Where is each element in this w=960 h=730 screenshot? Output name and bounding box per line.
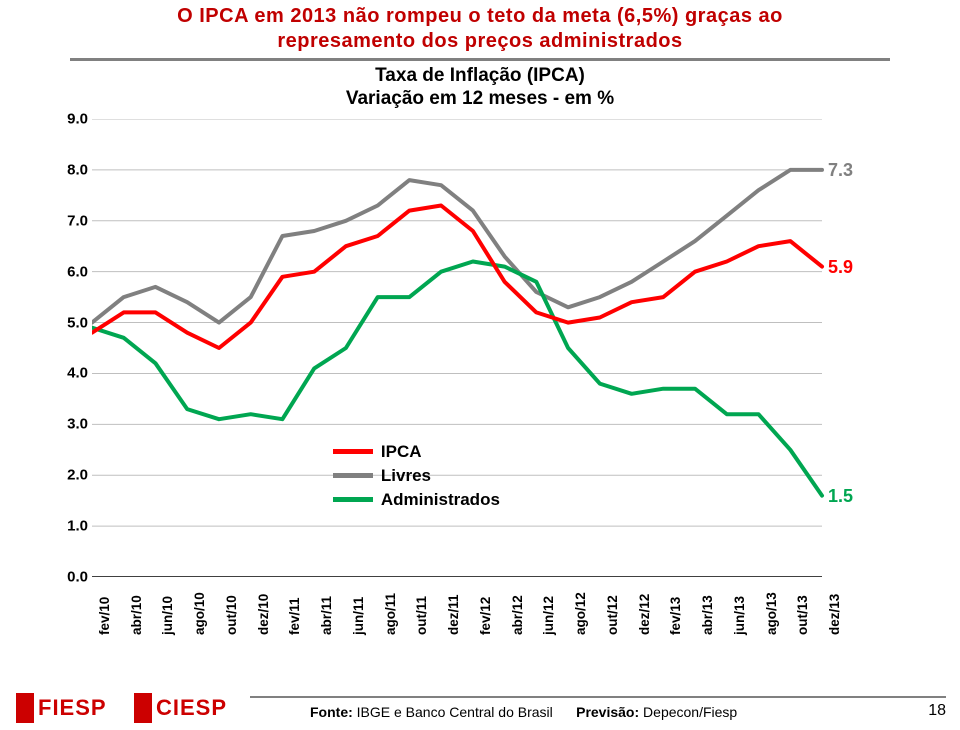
legend-label: Administrados bbox=[381, 490, 500, 510]
y-tick-label: 5.0 bbox=[52, 314, 88, 331]
logo-fiesp: FIESP bbox=[16, 690, 107, 726]
footer-source-label: Fonte: bbox=[310, 704, 353, 720]
x-tick-label: fev/12 bbox=[478, 597, 493, 635]
x-tick-label: out/13 bbox=[795, 595, 810, 635]
footer: FIESP CIESP Fonte: IBGE e Banco Central … bbox=[0, 686, 960, 730]
y-tick-label: 2.0 bbox=[52, 467, 88, 484]
chart-title: Taxa de Inflação (IPCA) Variação em 12 m… bbox=[40, 65, 920, 111]
legend-item: Livres bbox=[333, 464, 500, 488]
legend-label: Livres bbox=[381, 466, 431, 486]
x-tick-label: jun/10 bbox=[160, 596, 175, 635]
x-tick-label: out/12 bbox=[605, 595, 620, 635]
y-tick-label: 3.0 bbox=[52, 416, 88, 433]
legend-swatch bbox=[333, 497, 373, 502]
legend-item: Administrados bbox=[333, 488, 500, 512]
y-tick-label: 1.0 bbox=[52, 518, 88, 535]
y-tick-label: 6.0 bbox=[52, 263, 88, 280]
legend-item: IPCA bbox=[333, 440, 500, 464]
y-tick-label: 8.0 bbox=[52, 161, 88, 178]
x-tick-label: dez/10 bbox=[256, 594, 271, 635]
x-tick-label: abr/10 bbox=[129, 595, 144, 635]
series-end-label: 7.3 bbox=[828, 160, 853, 181]
x-tick-label: jun/11 bbox=[351, 597, 366, 635]
x-tick-label: ago/10 bbox=[192, 592, 207, 635]
x-tick-label: fev/10 bbox=[97, 597, 112, 635]
chart-title-line-2: Variação em 12 meses - em % bbox=[346, 88, 614, 109]
footer-source: Fonte: IBGE e Banco Central do Brasil Pr… bbox=[310, 704, 737, 720]
chart-legend: IPCA Livres Administrados bbox=[333, 440, 500, 512]
series-end-label: 1.5 bbox=[828, 486, 853, 507]
x-tick-label: jun/12 bbox=[541, 596, 556, 635]
chart-title-line-1: Taxa de Inflação (IPCA) bbox=[375, 65, 585, 86]
series-end-label: 5.9 bbox=[828, 257, 853, 278]
x-tick-label: fev/11 bbox=[287, 597, 302, 635]
page-number: 18 bbox=[928, 702, 946, 720]
footer-forecast-text: Depecon/Fiesp bbox=[643, 704, 737, 720]
x-tick-label: abr/13 bbox=[700, 595, 715, 635]
x-tick-label: dez/12 bbox=[637, 594, 652, 635]
logo-ciesp: CIESP bbox=[134, 690, 227, 726]
logo-fiesp-text: FIESP bbox=[38, 695, 107, 721]
x-tick-label: jun/13 bbox=[732, 596, 747, 635]
x-tick-label: out/11 bbox=[414, 596, 429, 635]
header-line-2: represamento dos preços administrados bbox=[20, 29, 940, 54]
footer-source-text: IBGE e Banco Central do Brasil bbox=[357, 704, 553, 720]
y-tick-label: 0.0 bbox=[52, 569, 88, 586]
y-tick-label: 7.0 bbox=[52, 212, 88, 229]
footer-rule bbox=[250, 696, 946, 698]
header: O IPCA em 2013 não rompeu o teto da meta… bbox=[0, 0, 960, 61]
header-rule bbox=[70, 58, 890, 61]
footer-forecast-label: Previsão: bbox=[576, 704, 639, 720]
y-tick-label: 9.0 bbox=[52, 111, 88, 128]
x-tick-label: ago/12 bbox=[573, 592, 588, 635]
x-tick-label: abr/11 bbox=[319, 596, 334, 635]
x-tick-label: dez/11 bbox=[446, 594, 461, 635]
x-tick-label: ago/13 bbox=[764, 592, 779, 635]
y-tick-label: 4.0 bbox=[52, 365, 88, 382]
logo-ciesp-text: CIESP bbox=[156, 695, 227, 721]
x-tick-label: dez/13 bbox=[827, 594, 842, 635]
x-tick-label: ago/11 bbox=[383, 593, 398, 635]
x-tick-label: fev/13 bbox=[668, 597, 683, 635]
legend-swatch bbox=[333, 449, 373, 454]
chart: Taxa de Inflação (IPCA) Variação em 12 m… bbox=[40, 65, 920, 655]
legend-label: IPCA bbox=[381, 442, 422, 462]
legend-swatch bbox=[333, 473, 373, 478]
x-tick-label: out/10 bbox=[224, 595, 239, 635]
header-line-1: O IPCA em 2013 não rompeu o teto da meta… bbox=[20, 4, 940, 29]
x-tick-label: abr/12 bbox=[510, 595, 525, 635]
